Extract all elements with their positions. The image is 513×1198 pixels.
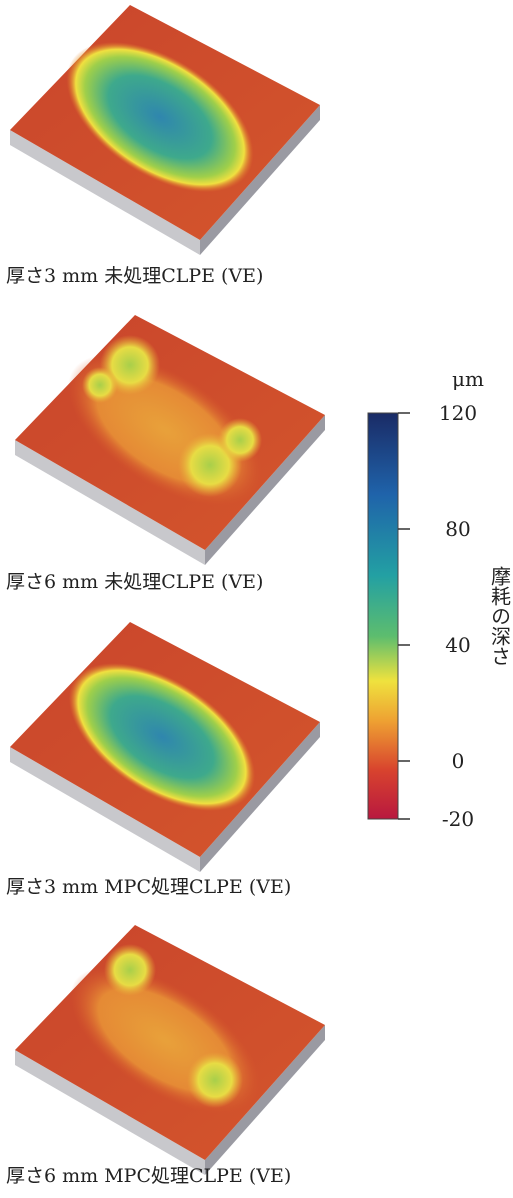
figure: 厚さ3 mm 未処理CLPE (VE) 厚さ6 mm 未処理CLPE (VE) … (0, 0, 513, 1198)
tick-label: 80 (445, 517, 470, 541)
wear-map (15, 925, 325, 1175)
caption: 厚さ6 mm MPC処理CLPE (VE) (6, 1165, 291, 1187)
wear-map (15, 315, 325, 565)
tick-label: 0 (452, 749, 465, 773)
tick-label: 40 (445, 633, 470, 657)
tick-label: -20 (442, 807, 474, 831)
wear-map (10, 5, 320, 255)
colorbar-scale (368, 413, 398, 819)
caption: 厚さ6 mm 未処理CLPE (VE) (6, 571, 263, 593)
colorbar: μm 摩耗の深さ 120 80 40 0 -20 (368, 367, 512, 831)
wear-map (10, 622, 320, 872)
colorbar-label: 摩耗の深さ (488, 566, 512, 666)
caption: 厚さ3 mm 未処理CLPE (VE) (6, 265, 263, 287)
colorbar-unit: μm (452, 367, 484, 391)
tick-label: 120 (439, 401, 477, 425)
caption: 厚さ3 mm MPC処理CLPE (VE) (6, 876, 291, 898)
